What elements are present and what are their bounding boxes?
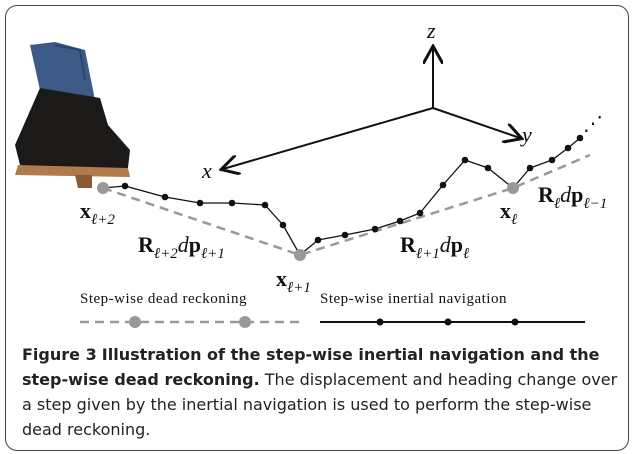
figure: z y x ⋰ xℓ+2 xℓ+1 xℓ Rℓ+2dpℓ+1 Rℓ+1dpℓ R…: [0, 0, 637, 340]
inertial-dot: [397, 218, 404, 225]
inertial-dot: [527, 165, 534, 172]
x-axis: [223, 108, 433, 169]
inertial-dot: [440, 182, 447, 189]
inertial-dot: [549, 157, 556, 164]
caption-label: Figure 3: [22, 345, 97, 364]
legend-text: Step-wise dead reckoning: [80, 291, 247, 307]
inertial-dot: [315, 237, 322, 244]
boot-illustration: [15, 42, 130, 188]
transform-label: Rℓdpℓ−1: [538, 182, 607, 212]
point-label: xℓ: [500, 198, 517, 228]
inertial-dot: [565, 145, 572, 152]
inertial-dot: [417, 210, 424, 217]
inertial-dot: [262, 202, 269, 209]
z-label: z: [426, 18, 436, 43]
inertial-dot: [462, 157, 469, 164]
continuation: ⋰: [583, 113, 603, 135]
inertial-path: [103, 138, 580, 255]
inertial-dot: [197, 200, 204, 207]
legend-marker: [512, 319, 519, 326]
legend-text: Step-wise inertial navigation: [320, 291, 507, 307]
point-marker: [294, 249, 306, 261]
legend-marker: [445, 319, 452, 326]
x-label: x: [201, 158, 212, 183]
legend-marker: [129, 316, 141, 328]
inertial-dot: [485, 165, 492, 172]
inertial-dot: [280, 222, 287, 229]
point-label: xℓ+1: [276, 266, 311, 296]
inertial-dot: [162, 194, 169, 201]
caption: Figure 3 Illustration of the step-wise i…: [22, 342, 622, 442]
point-marker: [507, 182, 519, 194]
y-label: y: [520, 122, 532, 147]
transform-label: Rℓ+1dpℓ: [400, 232, 469, 262]
inertial-dot: [342, 232, 349, 239]
legend-marker: [239, 316, 251, 328]
page: z y x ⋰ xℓ+2 xℓ+1 xℓ Rℓ+2dpℓ+1 Rℓ+1dpℓ R…: [0, 0, 637, 454]
dead-reckoning-path: [103, 155, 590, 255]
transform-label: Rℓ+2dpℓ+1: [138, 232, 225, 262]
y-axis: [433, 108, 520, 138]
inertial-dot: [229, 200, 236, 207]
inertial-dot: [122, 183, 129, 190]
point-label: xℓ+2: [80, 198, 115, 228]
point-marker: [97, 182, 109, 194]
legend-marker: [377, 319, 384, 326]
inertial-dot: [372, 226, 379, 233]
inertial-dot: [577, 135, 584, 142]
